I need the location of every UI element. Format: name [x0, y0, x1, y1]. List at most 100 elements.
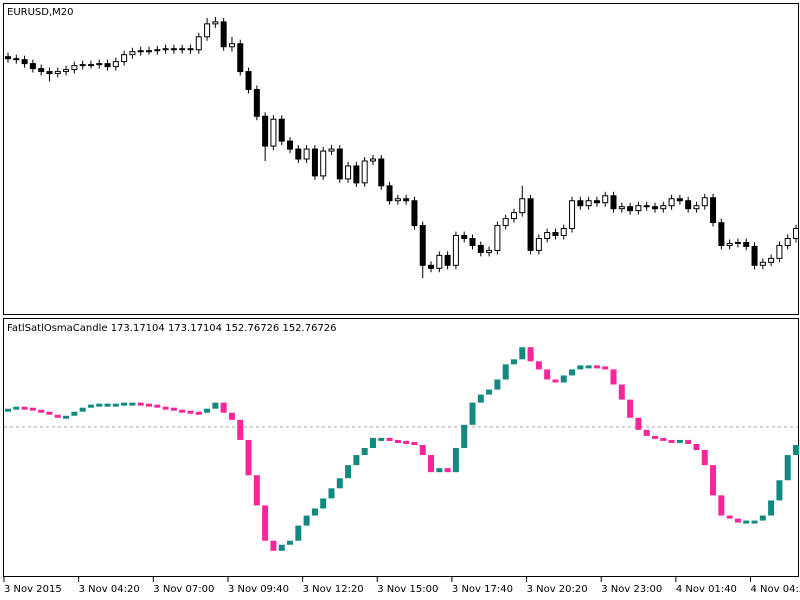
- indicator-candle: [710, 465, 717, 496]
- candle-body: [618, 206, 625, 210]
- indicator-candle: [444, 468, 451, 473]
- candle-body: [560, 228, 567, 237]
- candle-body: [676, 198, 683, 202]
- indicator-candle: [660, 437, 667, 441]
- candle-body: [743, 241, 750, 247]
- candle-body: [535, 237, 542, 251]
- candle-body: [96, 63, 103, 66]
- x-tick-label: 3 Nov 17:40: [452, 584, 513, 595]
- candle-body: [361, 160, 368, 184]
- indicator-candle: [486, 389, 493, 395]
- x-tick-label: 3 Nov 20:20: [527, 584, 588, 595]
- indicator-candle: [112, 403, 119, 407]
- indicator-panel: [3, 318, 799, 577]
- indicator-candle: [369, 437, 376, 449]
- candle-body: [428, 264, 435, 269]
- indicator-candle: [287, 540, 294, 545]
- candle-body: [187, 48, 194, 51]
- candle-body: [419, 225, 426, 266]
- candle-body: [38, 68, 45, 73]
- indicator-candle: [29, 407, 36, 411]
- candle-body: [718, 222, 725, 246]
- x-tick-label: 3 Nov 12:20: [303, 584, 364, 595]
- candle-body: [602, 195, 609, 204]
- indicator-candle: [245, 439, 252, 476]
- indicator-candle: [527, 347, 534, 362]
- indicator-candle: [643, 429, 650, 436]
- indicator-candle: [303, 515, 310, 526]
- candle-body: [87, 64, 94, 67]
- x-tick-label: 3 Nov 07:00: [153, 584, 214, 595]
- candle-body: [320, 150, 327, 177]
- candle-body: [378, 158, 385, 187]
- candle-body: [13, 58, 20, 61]
- candle-body: [685, 200, 692, 210]
- indicator-candle: [96, 403, 103, 407]
- candle-body: [569, 200, 576, 230]
- candle-body: [635, 205, 642, 212]
- indicator-candle: [577, 365, 584, 370]
- indicator-candle: [162, 406, 169, 410]
- indicator-candle: [237, 419, 244, 440]
- indicator-candle: [793, 444, 799, 456]
- candle-body: [627, 206, 634, 212]
- candle-body: [768, 257, 775, 263]
- indicator-candle: [768, 500, 775, 516]
- candle-body: [104, 63, 111, 68]
- candle-body: [701, 197, 708, 207]
- candle-body: [220, 21, 227, 48]
- indicator-candle: [21, 406, 28, 410]
- indicator-candle: [751, 520, 758, 524]
- indicator-candle: [87, 404, 94, 408]
- indicator-candle: [560, 375, 567, 383]
- indicator-candle: [461, 424, 468, 449]
- indicator-candle: [602, 366, 609, 370]
- indicator-candle: [685, 439, 692, 444]
- price-panel: [3, 3, 799, 315]
- indicator-candle: [46, 411, 53, 415]
- candle-body: [486, 249, 493, 253]
- candle-body: [668, 198, 675, 207]
- candle-body: [328, 148, 335, 152]
- candle-body: [734, 241, 741, 244]
- x-tick-label: 4 Nov 04:20: [751, 584, 800, 595]
- candle-body: [784, 237, 791, 246]
- indicator-candle: [54, 414, 61, 418]
- candle-body: [287, 140, 294, 150]
- candle-body: [403, 198, 410, 202]
- indicator-candle: [204, 408, 211, 413]
- indicator-candle: [718, 495, 725, 516]
- indicator-candle: [154, 404, 161, 408]
- indicator-candle: [734, 518, 741, 523]
- indicator-candle: [452, 448, 459, 473]
- indicator-candle: [170, 407, 177, 411]
- indicator-title: FatlSatlOsmaCandle 173.17104 173.17104 1…: [7, 323, 337, 334]
- candle-body: [452, 235, 459, 266]
- indicator-candle: [378, 437, 385, 441]
- candle-body: [386, 185, 393, 202]
- candle-body: [751, 245, 758, 266]
- candle-body: [278, 118, 285, 142]
- candle-body: [21, 59, 28, 65]
- candle-body: [112, 61, 119, 68]
- candle-body: [593, 200, 600, 204]
- indicator-candle: [469, 402, 476, 425]
- candle-body: [5, 56, 11, 60]
- candle-body: [212, 21, 219, 25]
- candle-body: [369, 158, 376, 162]
- candle-body: [46, 71, 53, 75]
- indicator-candle: [270, 540, 277, 551]
- candle-body: [204, 23, 211, 38]
- candle-body: [776, 244, 783, 259]
- indicator-candle: [510, 359, 517, 365]
- candle-body: [154, 49, 161, 52]
- candle-body: [129, 51, 136, 56]
- indicator-candle: [759, 515, 766, 521]
- candle-body: [63, 69, 70, 73]
- indicator-candle: [253, 475, 260, 506]
- x-tick-label: 3 Nov 2015: [4, 584, 62, 595]
- indicator-candle: [428, 455, 435, 473]
- indicator-candle: [220, 402, 227, 413]
- candle-body: [510, 212, 517, 220]
- candle-body: [585, 200, 592, 207]
